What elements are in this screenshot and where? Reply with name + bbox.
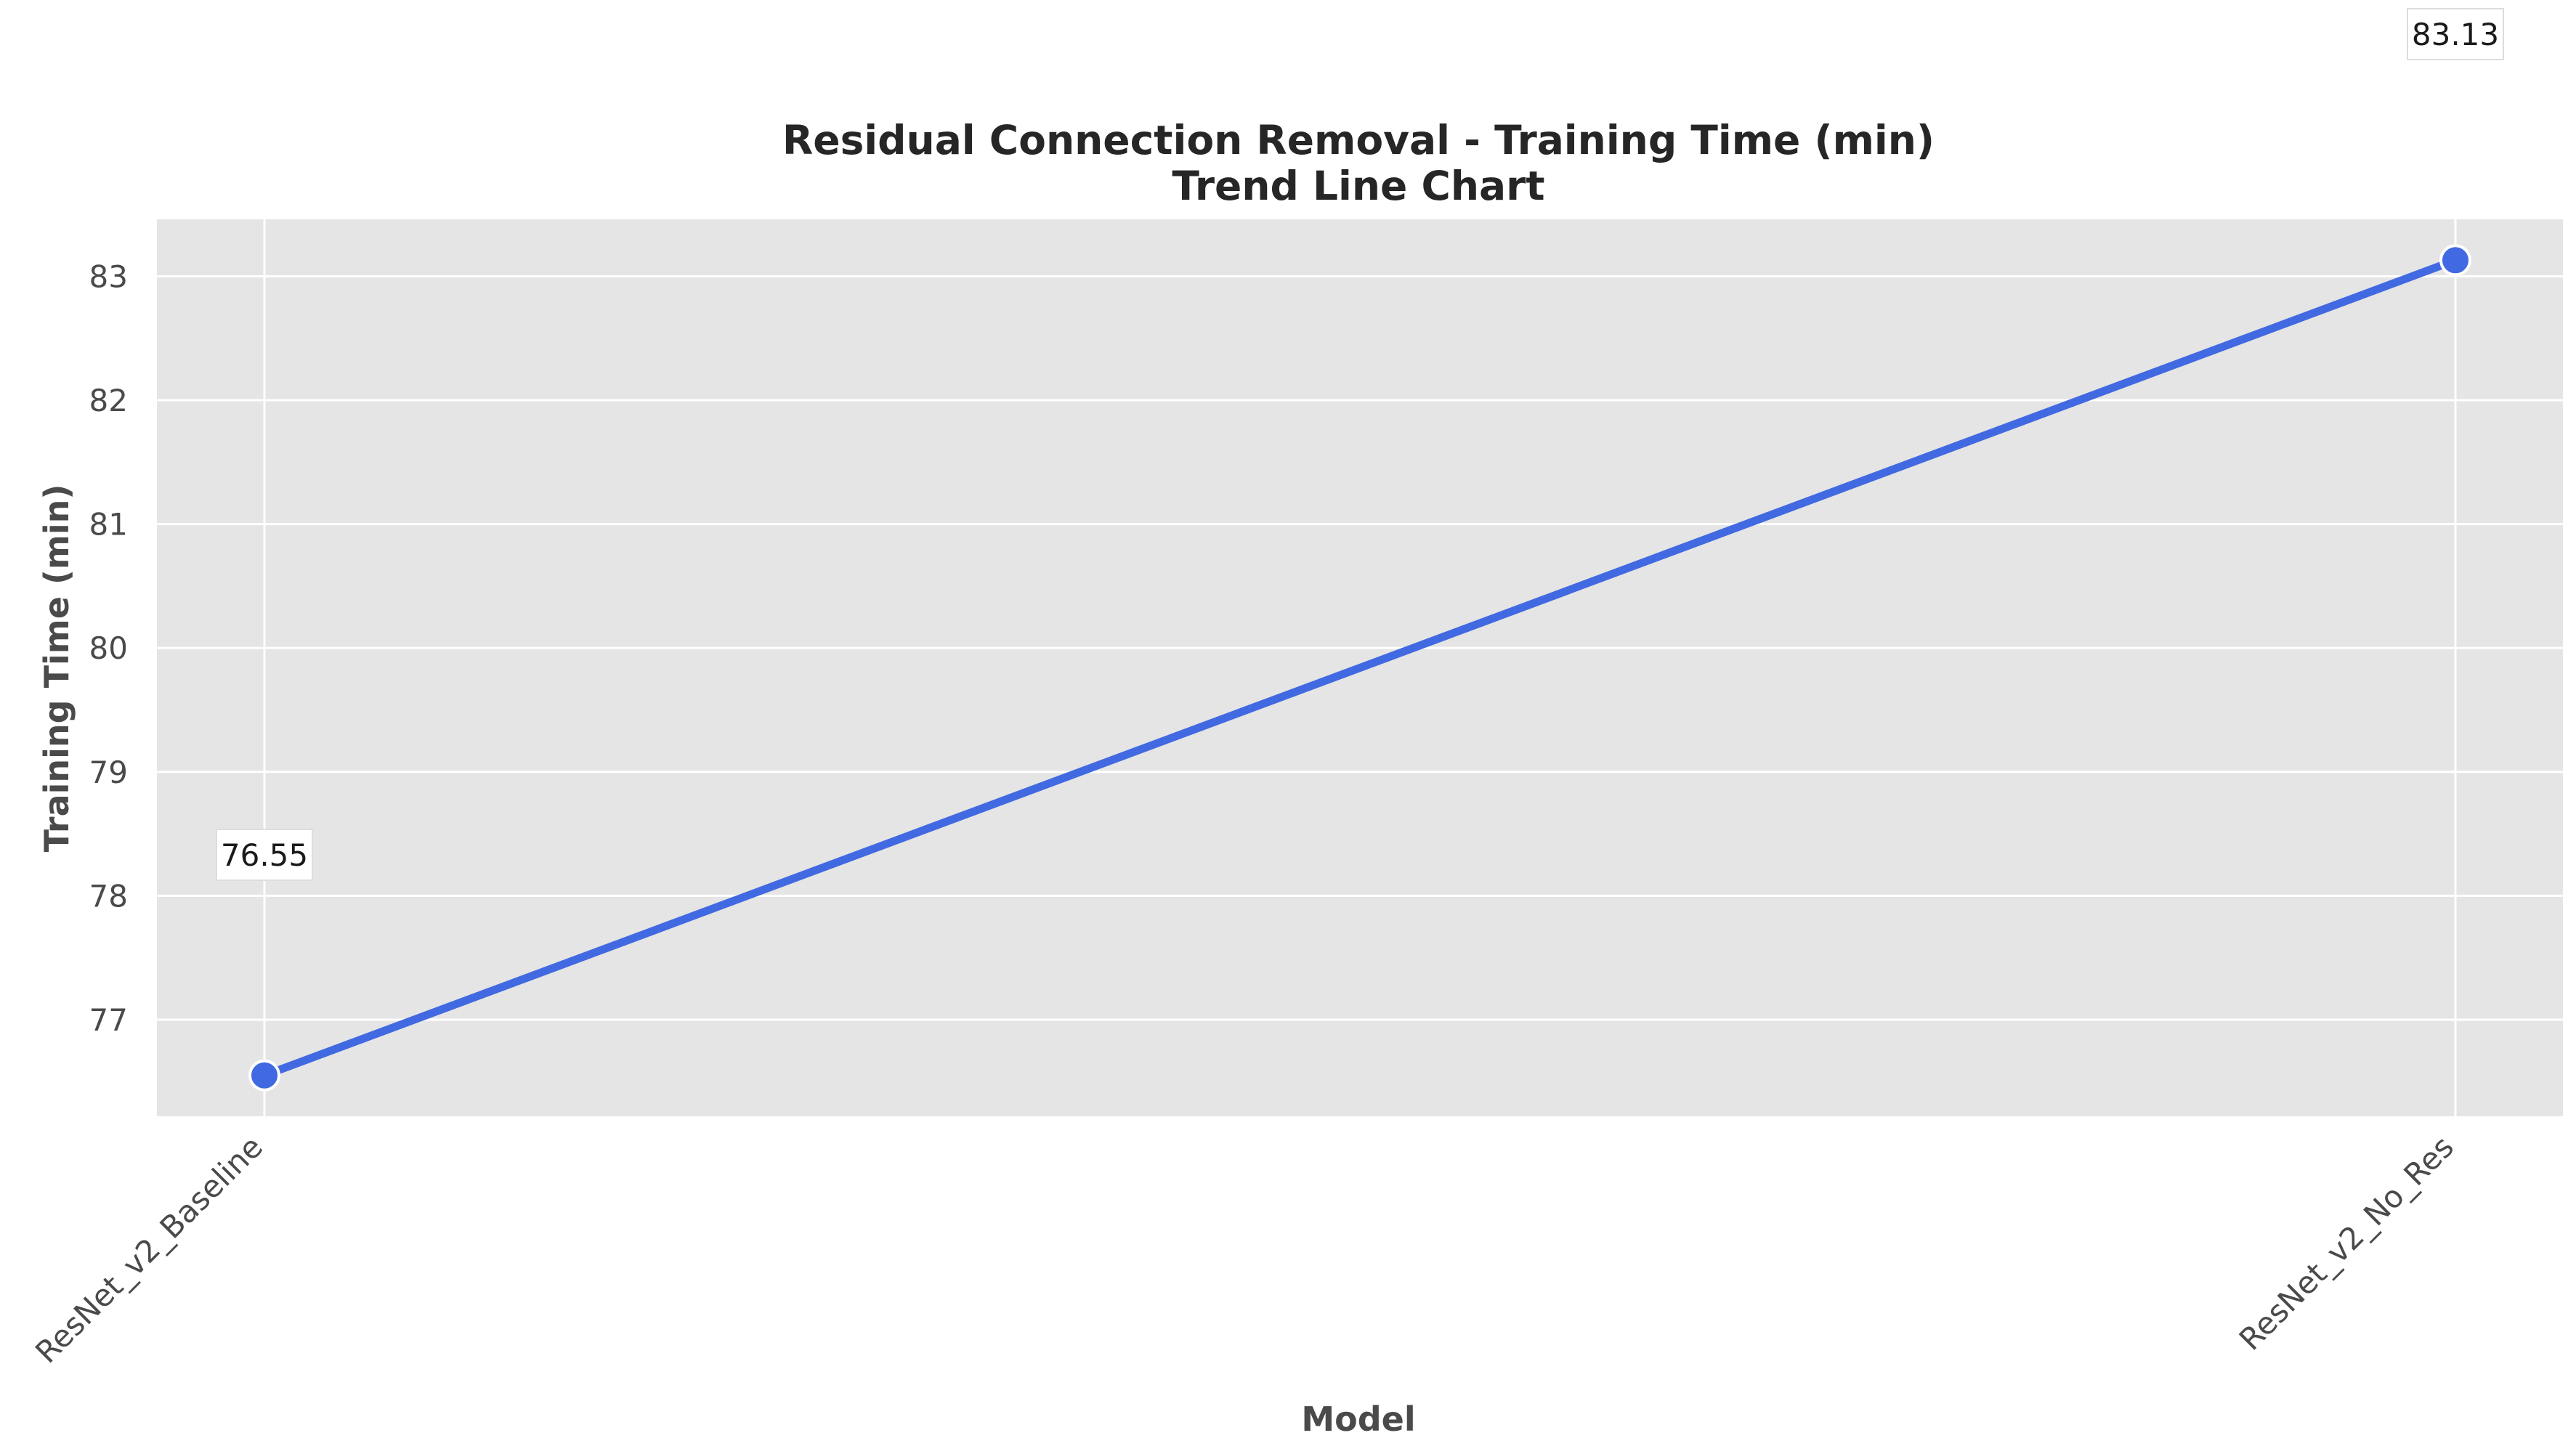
data-label-text: 83.13 [2412, 17, 2499, 52]
y-tick-label: 80 [89, 630, 128, 666]
data-label: 76.55 [216, 829, 312, 880]
chart-title: Residual Connection Removal - Training T… [782, 117, 1935, 163]
y-axis-ticks: 77 78 79 80 81 82 83 [89, 259, 128, 1037]
data-point [2441, 245, 2470, 275]
y-tick-label: 83 [89, 259, 128, 294]
y-tick-label: 81 [89, 507, 128, 543]
y-axis-label: Training Time (min) [37, 484, 76, 853]
y-tick-label: 82 [89, 383, 128, 418]
x-axis-label: Model [1301, 1400, 1415, 1439]
data-label-text: 76.55 [221, 837, 308, 873]
x-tick-label: ResNet_v2_No_Res [2232, 1129, 2460, 1357]
y-tick-label: 79 [89, 755, 128, 790]
y-tick-label: 77 [89, 1002, 128, 1038]
x-axis-ticks: ResNet_v2_Baseline ResNet_v2_No_Res [28, 1129, 2460, 1370]
x-tick-label: ResNet_v2_Baseline [28, 1129, 270, 1370]
y-tick-label: 78 [89, 878, 128, 914]
data-point [250, 1061, 279, 1090]
data-label: 83.13 [2407, 9, 2503, 60]
chart-subtitle: Trend Line Chart [1172, 163, 1544, 209]
